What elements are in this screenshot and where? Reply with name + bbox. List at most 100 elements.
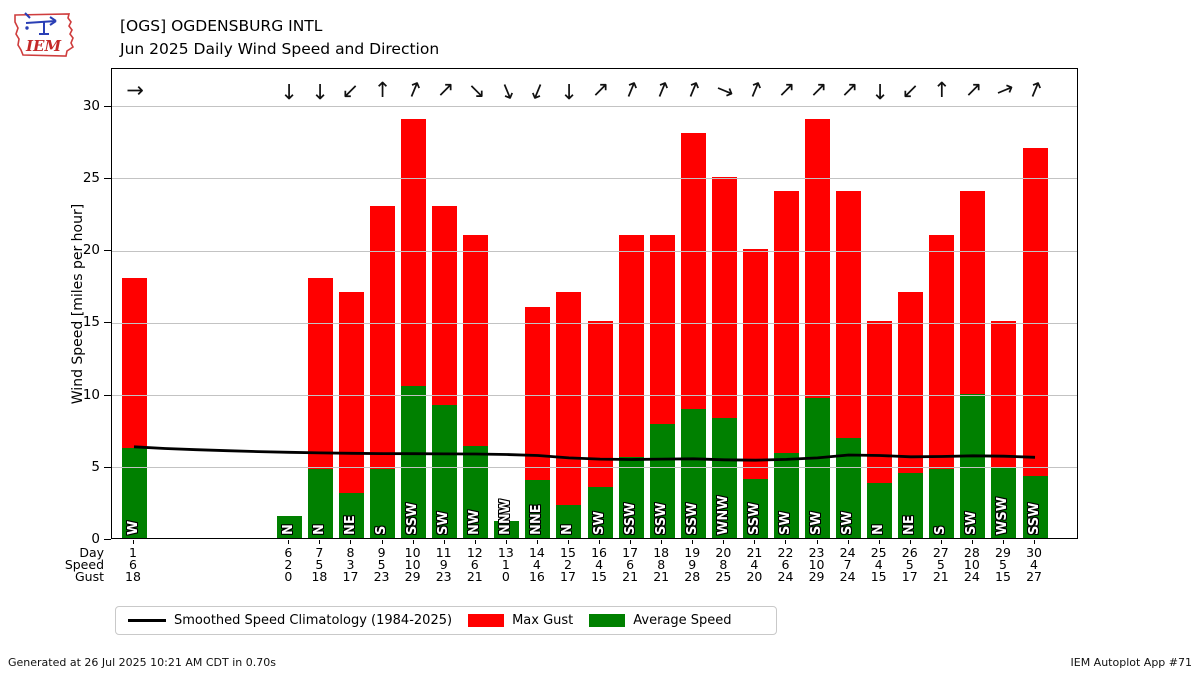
y-tick: [104, 250, 111, 251]
axis-table-gust-value: 28: [684, 569, 701, 584]
wind-direction-label: NE: [342, 515, 358, 535]
wind-direction-label: SSW: [1026, 502, 1042, 535]
plot-area: W ↑ N ↑ N ↑ NE ↑ S ↑ SSW ↑ SW ↑ NW ↑ NNW ↑ NNE ↑ N ↑ SW ↑ SSW ↑ SS…: [111, 68, 1078, 539]
axis-table-day-value: 9: [377, 545, 386, 560]
wind-direction-label: SW: [809, 511, 825, 535]
logo-text: IEM: [25, 37, 61, 55]
legend-item-max-gust: Max Gust: [468, 613, 573, 628]
y-axis-label: Wind Speed [miles per hour]: [70, 203, 86, 405]
axis-table-day-value: 19: [684, 545, 701, 560]
axis-table-gust-value: 29: [808, 569, 825, 584]
wind-direction-label: SSW: [684, 502, 700, 535]
axis-table-gust-value: 21: [466, 569, 483, 584]
vane-dot: [25, 26, 29, 30]
x-tick: [878, 540, 880, 544]
axis-table-gust-value: 0: [501, 569, 510, 584]
x-tick: [661, 540, 663, 544]
average-speed-bar: [556, 504, 582, 538]
wind-direction-label: NNE: [529, 504, 545, 535]
average-speed-bar: [991, 467, 1017, 538]
wind-direction-label: WSW: [995, 496, 1011, 535]
average-speed-bar: [773, 452, 799, 538]
average-speed-bar: [649, 423, 675, 538]
wind-direction-arrow: ↑: [280, 79, 299, 103]
axis-table-gust-value: 24: [963, 569, 980, 584]
axis-table-speed-value: 8: [719, 557, 728, 572]
wind-direction-label: NW: [467, 509, 483, 535]
x-tick: [567, 540, 569, 544]
wind-direction-arrow: ↑: [560, 79, 578, 103]
wind-direction-arrow: ↑: [122, 81, 147, 100]
average-speed-bar: [742, 478, 768, 538]
axis-table-speed-value: 9: [439, 557, 448, 572]
axis-table-speed-value: 6: [129, 557, 137, 572]
wind-direction-arrow: ↑: [311, 79, 330, 103]
x-tick: [536, 540, 538, 544]
axis-table-gust-value: 18: [125, 569, 141, 584]
axis-table-gust-value: 20: [746, 569, 763, 584]
station-title: [OGS] OGDENSBURG INTL: [120, 17, 323, 35]
y-tick-label: 5: [91, 458, 100, 475]
axis-table-day-value: 10: [404, 545, 421, 560]
y-tick: [104, 322, 111, 324]
average-speed-bar: [1022, 475, 1048, 538]
y-tick: [104, 105, 111, 107]
wind-direction-label: N: [871, 524, 887, 535]
legend-item-climatology: Smoothed Speed Climatology (1984-2025): [128, 613, 452, 628]
axis-table-gust-value: 17: [342, 569, 359, 584]
axis-table-day-value: 6: [284, 545, 293, 560]
axis-table-speed-value: 10: [963, 557, 980, 572]
axis-table-row-label-gust: Gust: [74, 569, 104, 584]
wind-direction-arrow: ↑: [373, 78, 392, 102]
axis-table-speed-value: 5: [936, 557, 945, 572]
axis-table-speed-value: 4: [595, 557, 604, 572]
x-tick: [381, 540, 383, 544]
x-tick: [630, 540, 632, 544]
x-tick: [816, 540, 818, 544]
axis-table-speed-value: 5: [998, 557, 1007, 572]
x-tick: [847, 540, 849, 544]
axis-table-gust-value: 18: [311, 569, 328, 584]
wind-direction-label: S: [374, 525, 390, 535]
axis-table-day-value: 14: [528, 545, 545, 560]
y-tick: [104, 466, 111, 468]
wind-direction-label: W: [125, 520, 141, 535]
axis-table-day-value: 17: [622, 545, 639, 560]
average-speed-bar: [401, 386, 427, 538]
axis-table-day-value: 28: [963, 545, 980, 560]
axis-table-speed-value: 10: [404, 557, 421, 572]
wind-direction-label: SW: [436, 511, 452, 535]
axis-table-gust-value: 0: [284, 569, 293, 584]
axis-table-speed-value: 7: [843, 557, 852, 572]
y-tick-label: 0: [91, 531, 100, 547]
average-speed-bar: [711, 418, 737, 538]
climatology-line: [133, 445, 1036, 462]
average-speed-bar: [276, 516, 302, 538]
gridline: [112, 178, 1077, 180]
y-tick-label: 30: [82, 97, 100, 114]
legend-label-average-speed: Average Speed: [633, 613, 732, 628]
axis-table-speed-value: 6: [781, 557, 790, 572]
wind-direction-label: N: [280, 524, 296, 535]
average-speed-bar: [680, 409, 706, 538]
axis-table-gust-value: 23: [435, 569, 452, 584]
axis-table-gust-value: 21: [932, 569, 949, 584]
average-speed-bar: [898, 472, 924, 538]
axis-table-gust-value: 29: [404, 569, 421, 584]
axis-table-day-value: 7: [315, 545, 324, 560]
axis-table-day-value: 16: [591, 545, 607, 560]
y-tick-label: 25: [82, 169, 100, 186]
axis-table-speed-value: 4: [750, 557, 759, 572]
wind-direction-label: SSW: [746, 502, 762, 535]
wind-direction-label: SSW: [622, 502, 638, 535]
axis-table-gust-value: 17: [901, 569, 918, 584]
x-tick: [412, 540, 414, 544]
legend-label-max-gust: Max Gust: [512, 613, 574, 628]
app-credit: IEM Autoplot App #71: [1070, 656, 1193, 669]
wind-direction-label: SSW: [405, 502, 421, 535]
x-tick: [1002, 540, 1004, 544]
y-tick-label: 20: [82, 242, 100, 258]
average-speed-swatch: [589, 614, 626, 627]
x-tick: [692, 540, 694, 544]
axis-table-gust-value: 25: [715, 569, 732, 584]
